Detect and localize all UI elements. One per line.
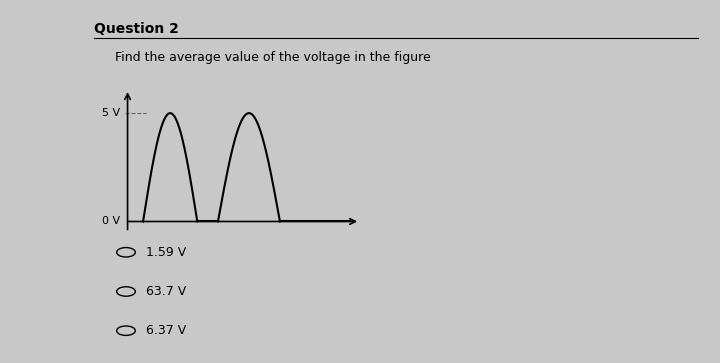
Text: 5 V: 5 V [102,108,120,118]
Text: 1.59 V: 1.59 V [146,246,186,259]
Text: 0 V: 0 V [102,216,120,227]
Text: 63.7 V: 63.7 V [146,285,186,298]
Text: 6.37 V: 6.37 V [146,324,186,337]
Text: Find the average value of the voltage in the figure: Find the average value of the voltage in… [115,51,431,64]
Text: Question 2: Question 2 [94,22,179,36]
